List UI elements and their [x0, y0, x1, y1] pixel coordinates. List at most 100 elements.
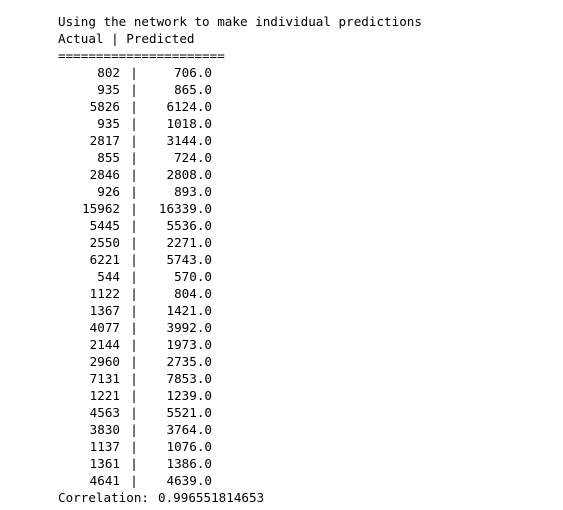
column-separator: | — [130, 269, 138, 284]
correlation-label: Correlation: — [58, 490, 149, 505]
column-separator: | — [130, 320, 138, 335]
prediction-row: 6221 | 5743.0 — [58, 251, 538, 268]
prediction-row: 2846 | 2808.0 — [58, 166, 538, 183]
prediction-row: 1122 | 804.0 — [58, 285, 538, 302]
actual-value: 2550 — [89, 235, 120, 250]
column-separator: | — [130, 218, 138, 233]
column-separator: | — [130, 150, 138, 165]
column-separator: | — [130, 439, 138, 454]
column-separator: | — [130, 201, 138, 216]
column-separator: | — [130, 184, 138, 199]
actual-value: 1122 — [89, 286, 120, 301]
predicted-value: 1239.0 — [166, 388, 213, 403]
prediction-row: 802 | 706.0 — [58, 64, 538, 81]
correlation-line: Correlation: 0.996551814653 — [58, 489, 538, 506]
prediction-row: 926 | 893.0 — [58, 183, 538, 200]
actual-value: 4077 — [89, 320, 120, 335]
column-separator: | — [130, 337, 138, 352]
predicted-value: 2808.0 — [166, 167, 213, 182]
predicted-value: 1973.0 — [166, 337, 213, 352]
prediction-row: 7131 | 7853.0 — [58, 370, 538, 387]
prediction-row: 5826 | 6124.0 — [58, 98, 538, 115]
actual-value: 935 — [97, 82, 120, 97]
prediction-row: 855 | 724.0 — [58, 149, 538, 166]
actual-value: 802 — [97, 65, 120, 80]
predicted-value: 893.0 — [174, 184, 212, 199]
column-separator: | — [130, 235, 138, 250]
prediction-row: 935 | 1018.0 — [58, 115, 538, 132]
predicted-value: 2271.0 — [166, 235, 213, 250]
predicted-value: 865.0 — [174, 82, 212, 97]
prediction-row: 4563 | 5521.0 — [58, 404, 538, 421]
predicted-value: 16339.0 — [158, 201, 212, 216]
actual-value: 2817 — [89, 133, 120, 148]
actual-value: 544 — [97, 269, 120, 284]
actual-value: 7131 — [89, 371, 120, 386]
actual-value: 1361 — [89, 456, 120, 471]
column-separator: | — [130, 422, 138, 437]
predicted-value: 1421.0 — [166, 303, 213, 318]
header-divider: ====================== — [58, 48, 225, 63]
actual-value: 1137 — [89, 439, 120, 454]
actual-value: 1221 — [89, 388, 120, 403]
predicted-value: 7853.0 — [166, 371, 213, 386]
column-separator: | — [130, 473, 138, 488]
predicted-value: 5536.0 — [166, 218, 213, 233]
column-header: Actual | Predicted — [58, 31, 195, 46]
predicted-value: 1386.0 — [166, 456, 213, 471]
actual-value: 4563 — [89, 405, 120, 420]
column-separator: | — [130, 388, 138, 403]
correlation-value: 0.996551814653 — [158, 490, 265, 505]
column-separator: | — [130, 354, 138, 369]
actual-value: 5826 — [89, 99, 120, 114]
actual-value: 935 — [97, 116, 120, 131]
predicted-value: 6124.0 — [166, 99, 213, 114]
prediction-row: 1367 | 1421.0 — [58, 302, 538, 319]
prediction-row: 1137 | 1076.0 — [58, 438, 538, 455]
predicted-value: 1076.0 — [166, 439, 213, 454]
prediction-row: 15962 | 16339.0 — [58, 200, 538, 217]
predicted-value: 3144.0 — [166, 133, 213, 148]
actual-value: 855 — [97, 150, 120, 165]
column-separator: | — [130, 65, 138, 80]
prediction-row: 3830 | 3764.0 — [58, 421, 538, 438]
predicted-value: 804.0 — [174, 286, 212, 301]
prediction-row: 935 | 865.0 — [58, 81, 538, 98]
prediction-row: 4077 | 3992.0 — [58, 319, 538, 336]
predicted-value: 2735.0 — [166, 354, 213, 369]
prediction-row: 1221 | 1239.0 — [58, 387, 538, 404]
column-separator: | — [130, 405, 138, 420]
predicted-value: 3764.0 — [166, 422, 213, 437]
prediction-row: 4641 | 4639.0 — [58, 472, 538, 489]
predicted-value: 706.0 — [174, 65, 212, 80]
actual-value: 15962 — [82, 201, 120, 216]
column-separator: | — [130, 133, 138, 148]
predicted-value: 1018.0 — [166, 116, 213, 131]
predicted-value: 570.0 — [174, 269, 212, 284]
actual-value: 2846 — [89, 167, 120, 182]
predicted-value: 3992.0 — [166, 320, 213, 335]
actual-value: 926 — [97, 184, 120, 199]
column-separator: | — [130, 303, 138, 318]
prediction-row: 2817 | 3144.0 — [58, 132, 538, 149]
predicted-value: 724.0 — [174, 150, 212, 165]
actual-value: 3830 — [89, 422, 120, 437]
prediction-row: 1361 | 1386.0 — [58, 455, 538, 472]
actual-value: 5445 — [89, 218, 120, 233]
prediction-row: 5445 | 5536.0 — [58, 217, 538, 234]
prediction-row: 544 | 570.0 — [58, 268, 538, 285]
prediction-row: 2550 | 2271.0 — [58, 234, 538, 251]
actual-value: 2144 — [89, 337, 120, 352]
prediction-rows: 802 | 706.0 935 | 865.0 5826 | 6124.0 935 | 1018.0 2… — [58, 64, 538, 489]
prediction-row: 2960 | 2735.0 — [58, 353, 538, 370]
actual-value: 6221 — [89, 252, 120, 267]
predicted-value: 5521.0 — [166, 405, 213, 420]
notebook-output: Using the network to make individual pre… — [58, 13, 538, 506]
actual-value: 1367 — [89, 303, 120, 318]
output-title: Using the network to make individual pre… — [58, 14, 422, 29]
column-separator: | — [130, 371, 138, 386]
column-separator: | — [130, 116, 138, 131]
actual-value: 2960 — [89, 354, 120, 369]
column-separator: | — [130, 252, 138, 267]
predicted-value: 5743.0 — [166, 252, 213, 267]
